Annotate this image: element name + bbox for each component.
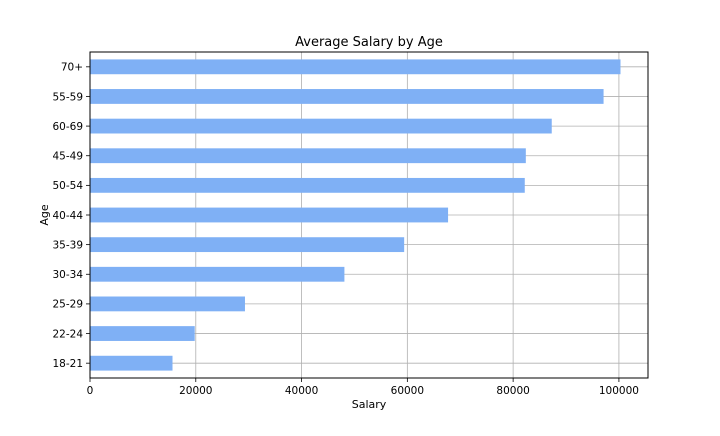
x-tick-label: 20000 bbox=[179, 385, 212, 397]
bar-30-34 bbox=[90, 266, 345, 282]
x-tick-label: 40000 bbox=[285, 385, 318, 397]
ticks: 0 20000 40000 60000 80000 100000 18-21 22-24 25-… bbox=[52, 62, 638, 397]
bar-22-24 bbox=[90, 326, 195, 341]
bar-50-54 bbox=[90, 177, 525, 193]
y-tick-label: 60-69 bbox=[52, 121, 83, 133]
bar-35-39 bbox=[90, 237, 405, 253]
y-tick-label: 40-44 bbox=[52, 210, 83, 222]
y-tick-label: 70+ bbox=[61, 62, 83, 74]
y-tick-label: 45-49 bbox=[52, 151, 83, 163]
bar-40-44 bbox=[90, 207, 449, 223]
x-axis-label: Salary bbox=[352, 398, 387, 411]
bar-60-69 bbox=[90, 118, 552, 134]
x-tick-label: 80000 bbox=[496, 385, 529, 397]
x-tick-label: 60000 bbox=[391, 385, 424, 397]
bar-18-21 bbox=[90, 355, 173, 371]
y-tick-label: 55-59 bbox=[52, 91, 83, 103]
y-tick-label: 50-54 bbox=[52, 180, 83, 192]
bar-45-49 bbox=[90, 148, 526, 164]
bars bbox=[90, 59, 621, 371]
y-tick-label: 18-21 bbox=[52, 358, 83, 370]
y-tick-label: 35-39 bbox=[52, 239, 83, 251]
x-tick-label: 0 bbox=[87, 385, 94, 397]
y-axis-label: Age bbox=[38, 204, 51, 226]
x-tick-label: 100000 bbox=[599, 385, 639, 397]
bar-55-59 bbox=[90, 89, 604, 104]
bar-25-29 bbox=[90, 296, 245, 312]
chart-title: Average Salary by Age bbox=[295, 35, 443, 50]
bar-70+ bbox=[90, 59, 621, 75]
y-tick-label: 22-24 bbox=[52, 328, 83, 340]
y-tick-label: 30-34 bbox=[52, 269, 83, 281]
y-tick-label: 25-29 bbox=[52, 299, 83, 311]
